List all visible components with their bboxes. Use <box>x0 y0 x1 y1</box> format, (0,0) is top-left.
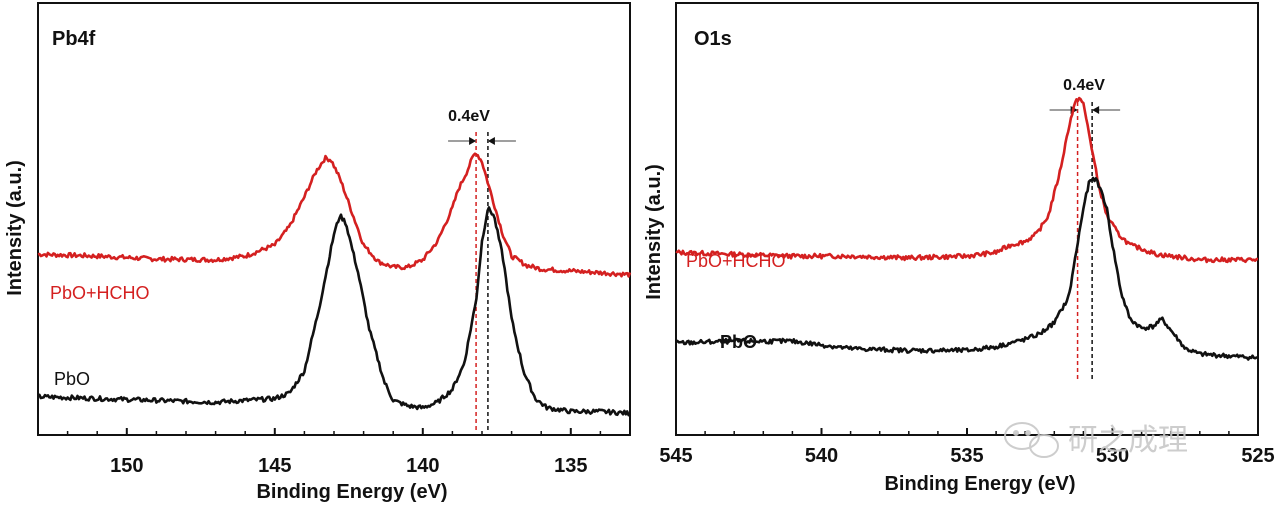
x-tick-label: 545 <box>659 445 692 467</box>
shift-label: 0.4eV <box>1063 77 1105 94</box>
x-tick-label: 140 <box>406 455 439 477</box>
x-ticks: 150 145 140 135 <box>66 428 602 477</box>
y-axis-title: Intensity (a.u.) <box>4 160 26 296</box>
shift-label: 0.4eV <box>448 108 490 125</box>
shift-arrowhead-right <box>487 137 495 145</box>
wechat-icon <box>1004 422 1059 458</box>
watermark-text: 研之成理 <box>1068 423 1188 458</box>
x-axis-title: Binding Energy (eV) <box>884 473 1075 495</box>
x-tick-label: 530 <box>1096 445 1129 467</box>
panel-pb4f: Pb4f 150 145 140 135 0.4eV PbO+HCHO PbO Bin… <box>4 2 632 503</box>
x-tick-label: 135 <box>554 455 587 477</box>
series-label-pbo-hcho: PbO+HCHO <box>686 251 786 271</box>
panel-o1s: O1s 545 540 535 530 525 0.4eV PbO+HCHO PbO B… <box>643 2 1275 495</box>
x-tick-label: 540 <box>805 445 838 467</box>
series-lines <box>37 152 632 417</box>
series-line-pbo <box>37 206 631 417</box>
shift-arrowhead-left <box>469 137 477 145</box>
series-line-pbo <box>675 176 1259 361</box>
x-tick-label: 145 <box>258 455 291 477</box>
x-tick-label: 150 <box>110 455 143 477</box>
x-ticks: 545 540 535 530 525 <box>659 428 1275 467</box>
series-label-pbo: PbO <box>54 369 90 389</box>
series-line-pbo-hcho <box>37 152 632 278</box>
series-lines <box>675 96 1259 361</box>
panel-title: O1s <box>694 28 732 50</box>
series-label-pbo: PbO <box>720 332 757 352</box>
plot-frame <box>675 2 1259 436</box>
panel-title: Pb4f <box>52 28 96 50</box>
plot-frame <box>37 2 631 436</box>
x-tick-label: 535 <box>950 445 983 467</box>
x-axis-title: Binding Energy (eV) <box>256 481 447 503</box>
watermark: 研之成理 <box>1004 422 1188 458</box>
shift-arrowhead-right <box>1092 106 1100 114</box>
y-axis-title: Intensity (a.u.) <box>643 164 665 300</box>
x-tick-label: 525 <box>1241 445 1274 467</box>
series-label-pbo-hcho: PbO+HCHO <box>50 283 150 303</box>
series-line-pbo-hcho <box>675 96 1258 264</box>
